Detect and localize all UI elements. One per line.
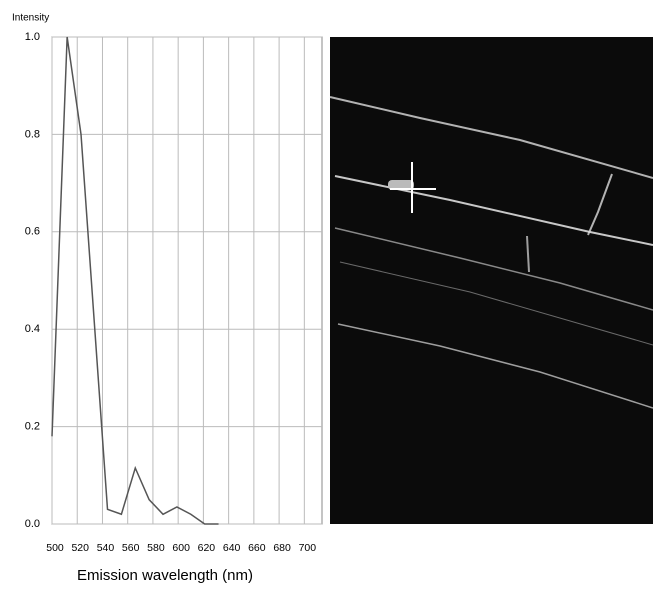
data-line	[51, 36, 219, 525]
x-tick-label: 520	[71, 542, 89, 554]
x-tick-label: 600	[172, 542, 190, 554]
plot-area	[51, 36, 323, 525]
micrograph	[329, 37, 653, 524]
x-tick-label: 540	[97, 542, 115, 554]
y-tick-label: 1.0	[25, 31, 40, 43]
y-tick-label: 0.2	[25, 421, 40, 433]
x-tick-label: 580	[147, 542, 165, 554]
x-tick-label: 620	[198, 542, 216, 554]
y-tick-label: 0.0	[25, 518, 40, 530]
x-axis-label: Emission wavelength (nm)	[77, 567, 253, 584]
marker	[388, 180, 414, 190]
x-tick-label: 560	[122, 542, 140, 554]
y-axis-label: Intensity	[12, 13, 49, 24]
y-tick-label: 0.4	[25, 323, 40, 335]
image-background	[330, 37, 653, 524]
x-tick-label: 640	[223, 542, 241, 554]
x-tick-label: 660	[248, 542, 266, 554]
x-tick-label: 500	[46, 542, 64, 554]
y-tick-label: 0.8	[25, 128, 40, 140]
y-tick-label: 0.6	[25, 226, 40, 238]
x-tick-label: 680	[273, 542, 291, 554]
x-tick-label: 700	[299, 542, 317, 554]
